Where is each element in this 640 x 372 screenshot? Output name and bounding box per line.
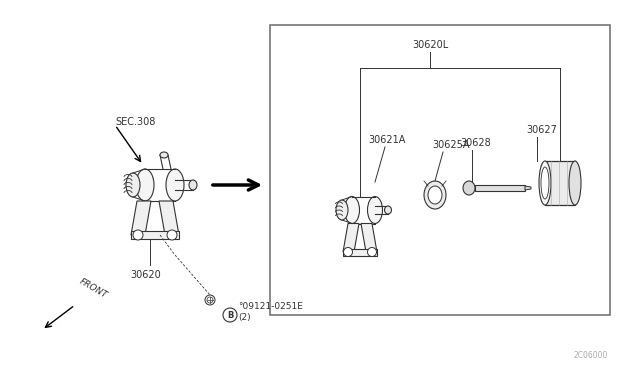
Ellipse shape [569,161,581,205]
Ellipse shape [463,181,475,195]
Text: 30620: 30620 [130,270,161,280]
Polygon shape [159,201,179,235]
Polygon shape [525,186,531,190]
Polygon shape [361,224,377,252]
Ellipse shape [385,206,392,214]
Ellipse shape [539,161,551,205]
Circle shape [207,297,213,303]
Text: 30627: 30627 [526,125,557,135]
Ellipse shape [336,200,348,220]
Polygon shape [131,231,179,239]
Text: 2C06000: 2C06000 [573,351,608,360]
Circle shape [133,230,143,240]
Ellipse shape [367,196,383,224]
Circle shape [367,247,376,257]
Ellipse shape [166,169,184,201]
Polygon shape [131,201,151,235]
Polygon shape [343,224,359,252]
Ellipse shape [136,169,154,201]
Polygon shape [343,249,377,256]
Text: °09121-0251E
(2): °09121-0251E (2) [238,302,303,322]
Text: FRONT: FRONT [78,277,109,300]
Text: SEC.308: SEC.308 [115,117,156,127]
Circle shape [223,308,237,322]
Ellipse shape [541,167,549,199]
Ellipse shape [424,181,446,209]
Polygon shape [475,185,525,191]
Circle shape [344,247,353,257]
Circle shape [205,295,215,305]
Text: 30621A: 30621A [368,135,405,145]
Bar [270,25,610,315]
Ellipse shape [428,186,442,204]
Text: 30628: 30628 [460,138,491,148]
Ellipse shape [160,152,168,158]
Text: B: B [227,311,233,320]
Polygon shape [545,161,575,205]
Text: 30620L: 30620L [412,40,448,50]
Circle shape [167,230,177,240]
Ellipse shape [344,196,360,224]
Ellipse shape [189,180,197,190]
Text: 30625A: 30625A [432,140,470,150]
Ellipse shape [126,173,140,197]
